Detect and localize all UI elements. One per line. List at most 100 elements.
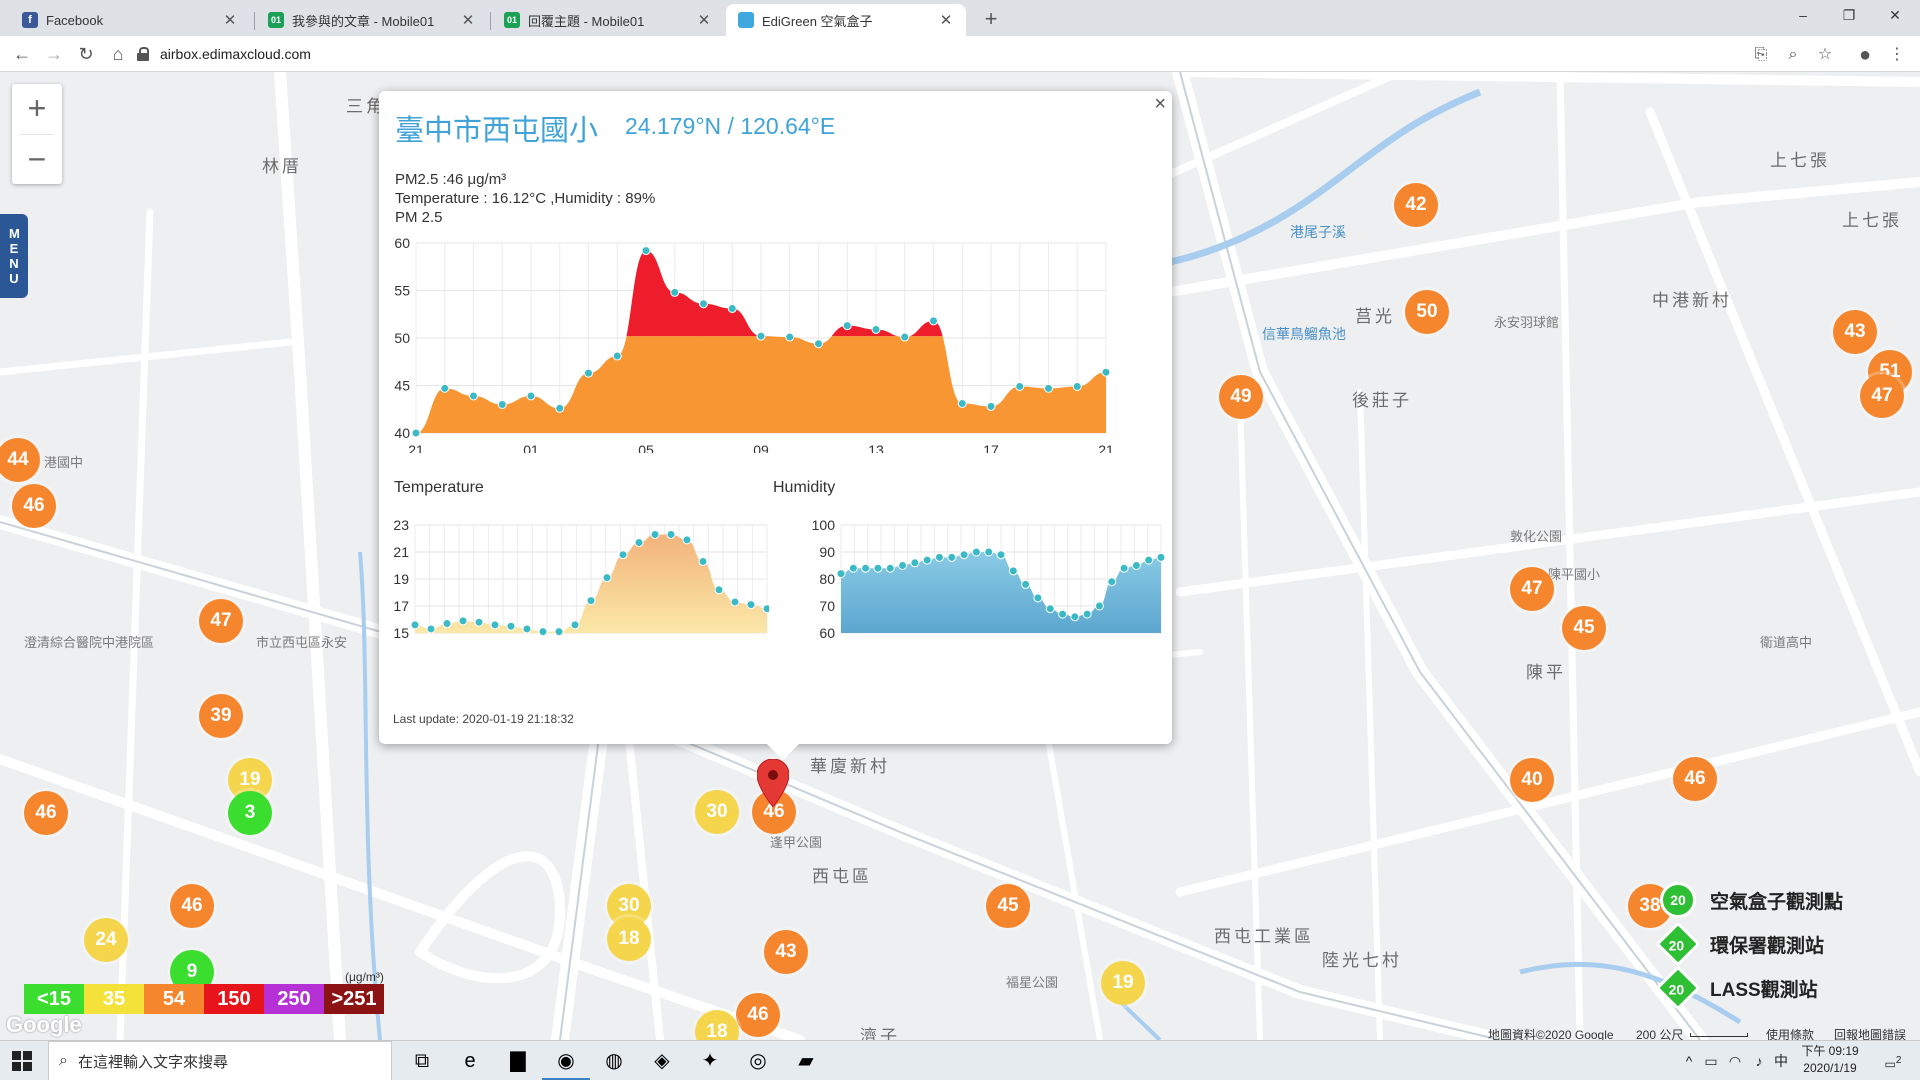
airbox-marker[interactable]: 43 — [1833, 310, 1877, 354]
tab-facebook[interactable]: f Facebook ✕ — [10, 4, 250, 36]
tab-close-icon[interactable]: ✕ — [697, 12, 711, 29]
data-point — [442, 619, 452, 629]
translate-icon[interactable]: ⎘ — [1754, 46, 1768, 63]
airbox-marker[interactable]: 42 — [1394, 183, 1438, 227]
map-canvas[interactable]: 林厝 三角 上七張 上七張 中港新村 莒光 後莊子 永安羽球館 信華鳥鰡魚池 港尾子溪 敦化公園 陳平… — [0, 72, 1920, 1040]
airbox-marker[interactable]: 46 — [12, 484, 56, 528]
airbox-marker[interactable]: 39 — [199, 694, 243, 738]
airbox-marker[interactable]: 46 — [736, 993, 780, 1037]
airbox-marker[interactable]: 47 — [1860, 374, 1904, 418]
data-point — [570, 620, 580, 630]
data-point — [756, 331, 766, 341]
airbox-marker[interactable]: 45 — [1562, 606, 1606, 650]
search-icon: ⌕ — [59, 1052, 68, 1069]
close-window-button[interactable]: ✕ — [1889, 7, 1901, 23]
data-point — [1101, 367, 1111, 377]
airbox-marker[interactable]: 3 — [228, 791, 272, 835]
taskbar-clock[interactable]: 下午 09:19 2020/1/19 — [1790, 1043, 1870, 1077]
ime-indicator[interactable]: 中 — [1774, 1053, 1788, 1069]
chrome-icon[interactable]: ◉ — [542, 1041, 590, 1080]
airbox-marker[interactable]: 44 — [0, 438, 40, 482]
browser-tabstrip: f Facebook ✕ 01 我參與的文章 - Mobile01 ✕ 01 回… — [0, 0, 1920, 36]
airbox-marker[interactable]: 40 — [1510, 758, 1554, 802]
airbox-marker[interactable]: 47 — [199, 599, 243, 643]
airbox-marker[interactable]: 46 — [24, 791, 68, 835]
more-menu-icon[interactable]: ⋮ — [1889, 46, 1905, 63]
app-icon-5[interactable]: ▰ — [798, 1050, 814, 1072]
volume-icon[interactable]: ♪ — [1755, 1053, 1763, 1069]
pm25-chart-label: PM 2.5 — [395, 209, 443, 226]
address-bar[interactable]: airbox.edimaxcloud.com — [136, 40, 1736, 68]
airbox-marker[interactable]: 30 — [695, 790, 739, 834]
place-label: 三角 — [346, 97, 386, 116]
data-point — [555, 403, 565, 413]
zoom-in-button[interactable]: + — [27, 90, 47, 126]
report-error-link[interactable]: 回報地圖錯誤 — [1834, 1028, 1907, 1040]
data-point — [900, 332, 910, 342]
airbox-marker[interactable]: 19 — [1101, 961, 1145, 1005]
airbox-marker[interactable]: 47 — [1510, 567, 1554, 611]
app-icon-2[interactable]: ◈ — [654, 1050, 670, 1072]
maximize-button[interactable]: ❐ — [1842, 7, 1856, 23]
minimize-button[interactable]: – — [1799, 7, 1807, 23]
task-view-icon[interactable]: ⧉ — [414, 1050, 430, 1072]
zoom-out-button[interactable]: − — [27, 141, 47, 177]
reload-icon[interactable]: ↻ — [78, 44, 94, 64]
airbox-marker[interactable]: 50 — [1405, 290, 1449, 334]
edge-icon[interactable]: e — [464, 1050, 476, 1072]
data-point — [971, 547, 981, 557]
airbox-marker[interactable]: 46 — [1673, 757, 1717, 801]
wifi-icon[interactable]: ◠ — [1728, 1053, 1742, 1069]
menu-button[interactable]: MENU — [0, 214, 28, 298]
place-label: 市立西屯區永安 — [256, 635, 348, 650]
airbox-marker[interactable]: 46 — [170, 884, 214, 928]
legend-lass[interactable]: 20 LASS觀測站 — [1655, 965, 1818, 1011]
popup-close-button[interactable]: × — [1154, 93, 1166, 115]
windows-start-icon[interactable] — [12, 1051, 32, 1071]
app-icon-3[interactable]: ✦ — [701, 1050, 719, 1072]
data-point — [1094, 601, 1104, 611]
tab-title: EdiGreen 空氣盒子 — [762, 13, 873, 29]
airbox-marker[interactable]: 18 — [607, 917, 651, 961]
app-icon-4[interactable]: ◎ — [749, 1050, 767, 1072]
terms-link[interactable]: 使用條款 — [1766, 1028, 1815, 1040]
tab-edigreen[interactable]: EdiGreen 空氣盒子 ✕ — [726, 4, 966, 36]
place-label: 逢甲公園 — [770, 835, 823, 850]
battery-icon[interactable]: ▭ — [1704, 1053, 1718, 1069]
notification-count: 2 — [1895, 1055, 1902, 1066]
data-point — [762, 604, 769, 614]
home-icon[interactable]: ⌂ — [112, 44, 124, 64]
legend-airbox[interactable]: 20 空氣盒子觀測點 — [1660, 882, 1843, 918]
profile-icon[interactable]: ● — [1858, 44, 1872, 66]
legend-epa[interactable]: 20 環保署觀測站 — [1655, 921, 1824, 967]
airbox-marker[interactable]: 43 — [764, 930, 808, 974]
forward-icon[interactable]: → — [45, 44, 63, 64]
bookmark-star-icon[interactable]: ☆ — [1817, 46, 1833, 63]
file-explorer-icon[interactable]: ▇ — [510, 1050, 526, 1072]
tab-mobile01-reply[interactable]: 01 回覆主題 - Mobile01 ✕ — [492, 4, 724, 36]
data-point — [934, 552, 944, 562]
back-icon[interactable]: ← — [13, 44, 31, 64]
place-label: 港尾子溪 — [1290, 224, 1346, 240]
app-icon-1[interactable]: ◍ — [605, 1050, 623, 1072]
data-point — [1082, 609, 1092, 619]
tray-overflow-icon[interactable]: ^ — [1685, 1053, 1693, 1069]
tab-mobile01-articles[interactable]: 01 我參與的文章 - Mobile01 ✕ — [256, 4, 488, 36]
epa-station-value: 20 — [1668, 937, 1685, 954]
airbox-marker[interactable]: 18 — [695, 1010, 739, 1040]
tab-close-icon[interactable]: ✕ — [939, 12, 953, 29]
data-point — [650, 529, 660, 539]
tab-close-icon[interactable]: ✕ — [223, 12, 237, 29]
new-tab-button[interactable]: + — [984, 6, 998, 31]
airbox-marker[interactable]: 49 — [1219, 375, 1263, 419]
tab-close-icon[interactable]: ✕ — [461, 12, 475, 29]
airbox-marker[interactable]: 19 — [228, 758, 272, 802]
zoom-icon[interactable]: ⌕ — [1788, 46, 1798, 63]
airbox-marker[interactable]: 24 — [84, 918, 128, 962]
lass-station-icon: 20 — [1655, 965, 1701, 1011]
taskbar-search-box[interactable]: ⌕ 在這裡輸入文字來搜尋 — [48, 1041, 392, 1080]
airbox-marker[interactable]: 45 — [986, 884, 1030, 928]
notification-center-icon[interactable]: ▭2 — [1884, 1055, 1902, 1071]
selected-location-pin-icon[interactable] — [757, 759, 789, 807]
tab-divider — [490, 12, 491, 30]
